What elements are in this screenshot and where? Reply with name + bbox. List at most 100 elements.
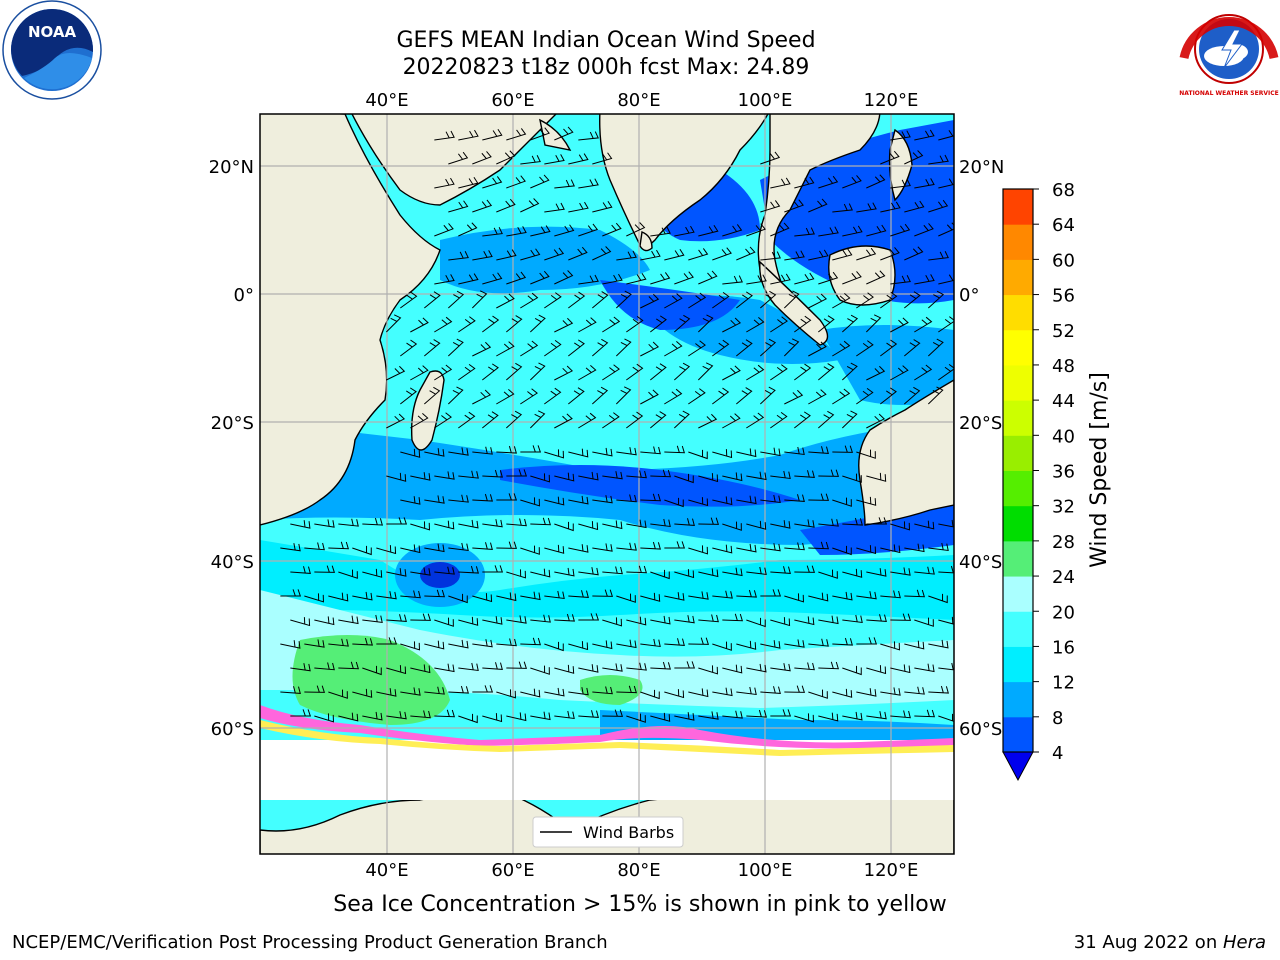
wind-barb (362, 517, 383, 526)
wind-barb (626, 273, 647, 285)
colorbar-tick-label: 56 (1052, 286, 1075, 307)
wind-barb (698, 568, 719, 578)
wind-barb (784, 593, 804, 603)
wind-barb (458, 713, 478, 724)
wind-barb (328, 638, 349, 647)
wind-barb (458, 662, 479, 672)
wind-barb (554, 126, 574, 141)
wind-barb (529, 362, 546, 381)
wind-barb (904, 150, 924, 165)
wind-barb (376, 591, 397, 600)
wind-barb (760, 589, 782, 597)
wind-barb (640, 541, 661, 550)
wind-barb (784, 446, 805, 456)
wind-barb (698, 473, 719, 483)
wind-barb (818, 363, 835, 381)
colorbar-tick-label: 52 (1052, 321, 1075, 342)
wind-barb (554, 472, 575, 482)
wind-barb (808, 389, 827, 405)
wind-barb (448, 494, 469, 503)
wind-barb (650, 615, 671, 625)
wind-barb (904, 246, 924, 261)
wind-barb (722, 275, 743, 285)
wind-barb (673, 410, 690, 429)
wind-barb (568, 339, 585, 357)
wind-barb (520, 198, 540, 213)
wind-barb (784, 542, 805, 551)
wind-barb (482, 662, 503, 670)
wind-barb (328, 541, 350, 550)
colorbar-tick-label: 24 (1052, 567, 1075, 588)
wind-barb (794, 176, 815, 189)
wind-barb (410, 317, 429, 333)
wind-barb (616, 250, 637, 261)
lon-top-tick: 100°E (738, 90, 793, 111)
wind-barb (746, 663, 767, 673)
wind-barb (472, 542, 493, 550)
wind-barb (880, 291, 898, 309)
wind-barb (400, 339, 418, 357)
wind-barb (904, 339, 921, 357)
wind-barb (688, 248, 709, 261)
wind-barb (448, 639, 469, 649)
wind-barb (578, 664, 599, 673)
wind-barb (496, 389, 515, 405)
wind-barb (640, 689, 660, 700)
wind-barb (866, 365, 886, 381)
wind-barb (530, 614, 551, 623)
sea-ice-note: Sea Ice Concentration > 15% is shown in … (333, 892, 947, 917)
colorbar-tick-label: 16 (1052, 637, 1075, 658)
wind-barb (544, 247, 565, 261)
wind-barb (842, 568, 863, 578)
wind-barb (568, 201, 589, 213)
wind-barb (664, 388, 683, 405)
wind-barb (842, 271, 862, 285)
wind-barb (890, 223, 911, 237)
wind-barb (688, 497, 709, 507)
wind-barb (770, 520, 791, 529)
wind-barb (842, 175, 862, 189)
wind-barb (280, 543, 301, 552)
wind-barb (841, 410, 858, 429)
wind-barb (304, 542, 325, 551)
wind-barb (722, 710, 743, 719)
wind-barb (880, 201, 901, 213)
wind-barb (890, 179, 911, 189)
wind-barb (914, 129, 935, 141)
colorbar-segment (1003, 646, 1033, 683)
wind-barb (496, 198, 516, 213)
colorbar-segment (1003, 259, 1033, 296)
wind-barb (856, 247, 877, 261)
wind-barb (770, 709, 792, 717)
wind-barb (592, 201, 613, 213)
wind-barb (568, 590, 589, 598)
wind-barb (698, 517, 720, 525)
wind-barb (722, 413, 741, 429)
wind-barb (602, 316, 621, 333)
wind-barb (794, 713, 814, 723)
wind-barb (615, 338, 632, 357)
wind-barb (578, 131, 599, 141)
colorbar-segment (1003, 505, 1033, 542)
wind-barb (818, 226, 839, 237)
wind-barb (280, 640, 301, 649)
wind-barb (554, 613, 575, 622)
wind-barb (410, 710, 431, 719)
wind-barb (592, 246, 612, 261)
wind-barb (842, 517, 863, 526)
wind-barb (736, 246, 756, 261)
colorbar-label: Wind Speed [m/s] (1087, 372, 1112, 568)
wind-barb (736, 640, 757, 650)
wind-barb (856, 387, 874, 405)
wind-barb (808, 592, 829, 602)
wind-barb (434, 177, 455, 189)
wind-barb (698, 225, 719, 237)
wind-barb (578, 223, 599, 237)
wind-barb (386, 665, 407, 675)
wind-barb (410, 664, 431, 674)
wind-barb (904, 589, 926, 598)
wind-barb (434, 364, 453, 381)
wind-barb (856, 545, 877, 555)
wind-barb (688, 340, 706, 357)
wind-barb (602, 471, 623, 480)
